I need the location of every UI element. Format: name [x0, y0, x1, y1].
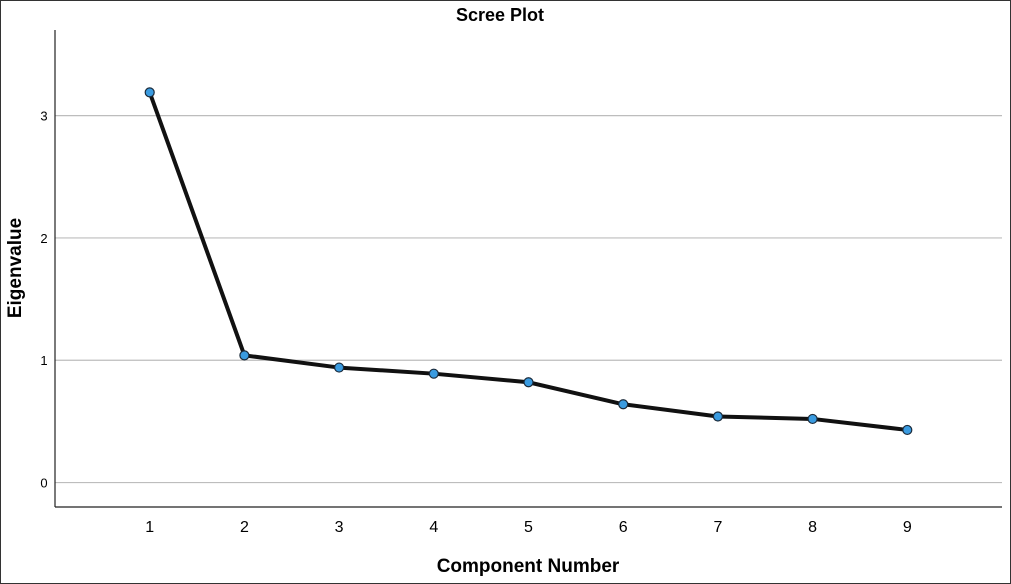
x-tick-label-6: 6	[619, 519, 628, 536]
y-tick-label-0: 0	[40, 476, 47, 491]
x-tick-label-8: 8	[808, 519, 817, 536]
y-tick-label-3: 3	[40, 109, 47, 124]
data-point-8	[807, 413, 818, 425]
x-tick-label-2: 2	[240, 519, 249, 536]
x-tick-labels: 1 2 3 4 5 6 7 8 9	[145, 519, 912, 536]
x-tick-label-1: 1	[145, 519, 154, 536]
x-axis-label: Component Number	[437, 556, 620, 577]
data-point-6	[618, 399, 629, 410]
gridlines	[55, 115, 1002, 484]
data-point-1	[144, 87, 155, 98]
x-tick-label-9: 9	[903, 519, 912, 536]
y-tick-label-2: 2	[40, 231, 47, 246]
y-tick-labels: 0 1 2 3	[40, 109, 47, 491]
series-group	[144, 87, 913, 436]
data-point-9	[902, 424, 913, 436]
chart-title: Scree Plot	[456, 5, 544, 25]
data-point-3	[334, 362, 345, 373]
data-point-7	[712, 411, 724, 422]
y-axis-label: Eigenvalue	[5, 218, 26, 318]
x-tick-label-7: 7	[713, 519, 722, 536]
x-tick-label-4: 4	[429, 519, 438, 536]
data-point-4	[428, 368, 439, 379]
data-point-5	[523, 377, 534, 388]
x-tick-label-3: 3	[335, 519, 344, 536]
axes	[54, 30, 1002, 508]
y-tick-label-1: 1	[40, 353, 47, 368]
data-point-2	[239, 350, 250, 361]
x-tick-label-5: 5	[524, 519, 533, 536]
